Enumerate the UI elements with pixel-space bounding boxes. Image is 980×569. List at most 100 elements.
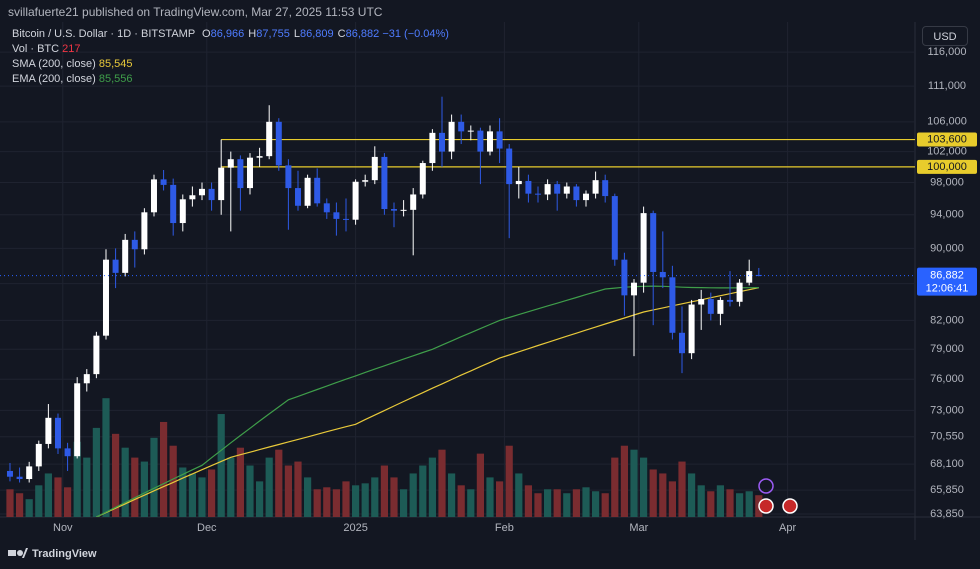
candle-body	[102, 259, 109, 336]
volume-bar	[25, 499, 33, 517]
candle-body	[64, 448, 71, 457]
ohlc-key: O	[202, 28, 211, 40]
volume-bar	[380, 465, 388, 517]
volume-bar	[332, 489, 340, 517]
candle-body	[477, 130, 484, 152]
candle-body	[141, 212, 148, 250]
candle-body	[26, 466, 33, 480]
indicator-line	[96, 287, 759, 517]
volume-label: Vol · BTC	[12, 43, 60, 55]
change: −31 (−0.04%)	[382, 28, 449, 40]
volume-bar	[476, 453, 484, 517]
volume-bar	[255, 481, 264, 517]
event-icon[interactable]	[758, 498, 774, 514]
volume-bar	[572, 489, 580, 517]
candle-body	[304, 177, 311, 206]
volume-bar	[73, 441, 81, 517]
candle-body	[93, 335, 100, 375]
candle-body	[486, 131, 493, 152]
ohlc-value: 86,882	[345, 28, 380, 40]
legend-row: Vol · BTC 217	[12, 43, 81, 55]
x-tick-label: Nov	[53, 522, 73, 534]
axes: 63,850 65,850 68,100 70,550 73,000 76,000 79,0…	[53, 46, 977, 534]
candle-body	[266, 121, 273, 157]
ohlc-values: O86,966 H87,755 L86,809 C86,882	[198, 28, 379, 40]
level-label: 100,000	[927, 161, 967, 173]
volume-bar	[668, 481, 677, 517]
volume-bar	[390, 477, 398, 517]
volume-bar	[447, 473, 456, 517]
volume-bar	[92, 427, 100, 517]
y-tick-label: 79,000	[930, 343, 964, 355]
level-label-box	[917, 132, 977, 147]
candle-body	[467, 130, 474, 132]
volume-bar	[563, 493, 571, 517]
candle-body	[150, 179, 157, 213]
volume-bar	[534, 493, 542, 517]
ohlc-key: C	[337, 28, 346, 40]
volume-bar	[150, 437, 158, 517]
volume-bar	[198, 477, 206, 517]
volume-bar	[351, 485, 360, 517]
candle-body	[314, 177, 321, 204]
volume-bar	[265, 457, 273, 517]
volume-bar	[399, 489, 408, 517]
publisher: svillafuerte21 published on TradingView.…	[8, 5, 383, 19]
volume-bar	[323, 487, 331, 517]
candle-body	[333, 212, 340, 219]
symbol: Bitcoin / U.S. Dollar · 1D · BITSTAMP	[12, 28, 195, 40]
candle-body	[112, 259, 119, 273]
volume-bar	[515, 473, 523, 517]
candle-body	[746, 271, 753, 283]
ohlc-value: 87,755	[256, 28, 290, 40]
candle-body	[131, 239, 138, 250]
candle-body	[189, 195, 196, 200]
candle-body	[381, 156, 388, 210]
candle-body	[602, 180, 609, 197]
event-icon[interactable]	[782, 498, 798, 514]
volume-bar	[131, 457, 139, 517]
candle-body	[74, 383, 81, 457]
legend-row: Bitcoin / U.S. Dollar · 1D · BITSTAMP O8…	[12, 28, 449, 40]
volume-bar	[611, 457, 619, 517]
candle-body	[400, 209, 407, 211]
volume-bar	[63, 487, 72, 517]
candle-body	[592, 180, 599, 194]
x-tick-label: 2025	[343, 522, 367, 534]
volume-bar	[159, 421, 168, 517]
candle-body	[448, 121, 455, 152]
grid	[0, 22, 915, 517]
volume-bar	[217, 414, 225, 517]
candle-body	[631, 282, 638, 296]
candle-body	[727, 299, 734, 302]
volume-bar	[640, 457, 648, 517]
ohlc-value: 86,966	[210, 28, 245, 40]
volume-bar	[188, 473, 196, 517]
candle-body	[458, 121, 465, 132]
volume-bar	[44, 473, 52, 517]
candle-body	[54, 417, 61, 449]
volume-bar	[54, 477, 62, 517]
brand-logo: TradingView	[8, 548, 97, 560]
candle-body	[534, 193, 541, 195]
candle-body	[515, 180, 522, 185]
candle-body	[544, 184, 551, 195]
candle-body	[256, 156, 263, 158]
last-price-label: 86,882	[930, 270, 964, 282]
volume-bar	[467, 489, 475, 517]
event-icon[interactable]	[758, 478, 774, 494]
volume-bar	[620, 445, 629, 517]
volume-bar	[35, 485, 43, 517]
volume-bar	[342, 481, 350, 517]
candle-body	[35, 443, 42, 467]
candle-body	[83, 374, 90, 384]
volume-bar	[83, 457, 91, 517]
ohlc-value: 86,809	[299, 28, 334, 40]
ohlc-key: H	[248, 28, 257, 40]
volume-bar	[736, 493, 744, 517]
candle-body	[294, 188, 301, 206]
candle-body	[362, 180, 369, 182]
volume-bar	[678, 461, 686, 517]
currency-button[interactable]: USD	[922, 26, 968, 46]
candle-body	[688, 304, 695, 354]
